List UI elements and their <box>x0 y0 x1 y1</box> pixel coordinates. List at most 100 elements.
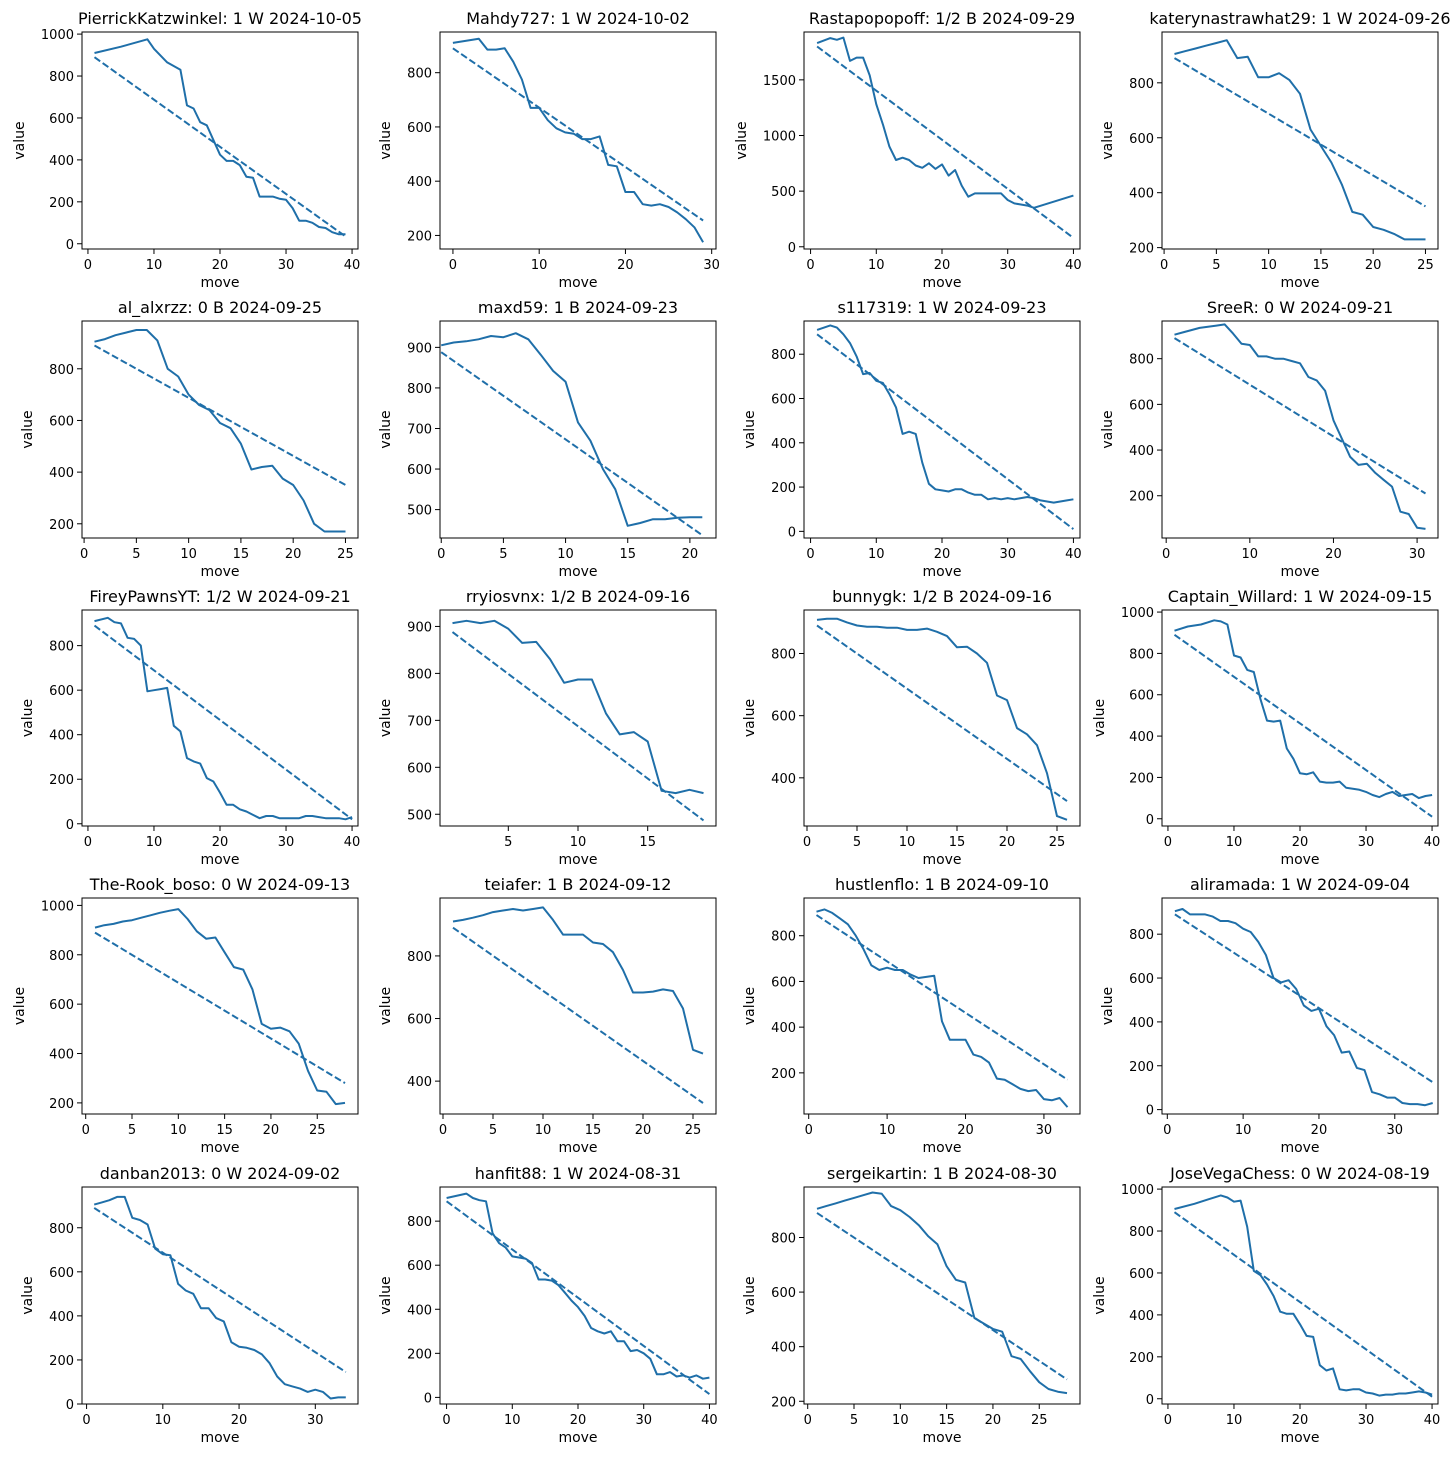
y-tick-label: 600 <box>771 710 796 725</box>
y-tick-label: 800 <box>49 363 74 378</box>
x-tick-label: 20 <box>1292 1413 1309 1428</box>
x-tick-label: 15 <box>619 547 636 562</box>
chart-title: s117319: 1 W 2024-09-23 <box>837 298 1046 317</box>
y-tick-label: 800 <box>49 70 74 85</box>
x-tick-label: 0 <box>804 1413 812 1428</box>
y-axis-label: value <box>12 987 28 1025</box>
y-tick-label: 600 <box>407 463 432 478</box>
x-tick-label: 15 <box>1313 258 1330 273</box>
chart-title: Captain_Willard: 1 W 2024-09-15 <box>1168 587 1433 607</box>
value-line <box>446 1192 710 1380</box>
x-axis-label: move <box>922 275 961 291</box>
x-tick-label: 0 <box>84 258 92 273</box>
x-tick-label: 30 <box>278 835 295 850</box>
chart-title: Mahdy727: 1 W 2024-10-02 <box>466 9 690 28</box>
value-line <box>452 619 704 795</box>
value-line <box>816 324 1074 504</box>
chart-title: danban2013: 0 W 2024-09-02 <box>100 1164 341 1183</box>
y-axis-label: value <box>1092 699 1108 737</box>
y-tick-label: 400 <box>1129 1309 1154 1324</box>
y-tick-label: 1000 <box>41 28 74 43</box>
x-tick-label: 10 <box>1226 835 1243 850</box>
x-tick-label: 20 <box>1311 1123 1328 1138</box>
x-tick-label: 20 <box>682 547 699 562</box>
x-tick-label: 20 <box>934 258 951 273</box>
y-tick-label: 600 <box>407 121 432 136</box>
trend-line <box>452 47 704 222</box>
x-tick-label: 20 <box>212 258 229 273</box>
y-tick-label: 200 <box>49 1097 74 1112</box>
y-tick-label: 200 <box>771 1395 796 1410</box>
y-tick-label: 800 <box>407 1215 432 1230</box>
x-axis-label: move <box>922 1140 961 1156</box>
y-tick-label: 0 <box>1146 1104 1154 1119</box>
y-tick-label: 800 <box>1129 77 1154 92</box>
plot-frame <box>1161 897 1439 1115</box>
x-tick-label: 25 <box>685 1123 702 1138</box>
plot-frame <box>439 320 717 539</box>
y-tick-label: 400 <box>1129 1016 1154 1031</box>
y-tick-label: 1000 <box>1121 1183 1154 1198</box>
x-tick-label: 15 <box>949 835 966 850</box>
chart-title: sergeikartin: 1 B 2024-08-30 <box>827 1164 1057 1183</box>
subplot-9: FireyPawnsYT: 1/2 W 2024-09-210 10 20 30 400… <box>20 587 360 868</box>
y-tick-label: 400 <box>407 1303 432 1318</box>
x-tick-label: 20 <box>934 547 951 562</box>
trend-line <box>1173 337 1427 495</box>
y-tick-label: 0 <box>424 1391 432 1406</box>
y-tick-label: 800 <box>1129 647 1154 662</box>
plot-frame <box>81 897 359 1115</box>
y-tick-label: 200 <box>49 518 74 533</box>
x-tick-label: 10 <box>146 258 163 273</box>
x-axis-label: move <box>1280 1430 1319 1446</box>
plot-frame <box>439 897 717 1115</box>
y-tick-label: 200 <box>49 196 74 211</box>
x-tick-label: 10 <box>570 835 587 850</box>
chart-title: Rastapopopoff: 1/2 B 2024-09-29 <box>809 9 1075 28</box>
x-tick-label: 20 <box>1365 258 1382 273</box>
subplot-13: The-Rook_boso: 0 W 2024-09-13 0 5 10 15 20 25 2… <box>12 875 359 1156</box>
y-tick-label: 600 <box>1129 132 1154 147</box>
x-tick-label: 0 <box>1162 547 1170 562</box>
y-tick-label: 500 <box>771 185 796 200</box>
y-tick-label: 800 <box>407 950 432 965</box>
subplot-3: Rastapopopoff: 1/2 B 2024-09-29 0 10 20 30 40… <box>734 9 1082 291</box>
value-line <box>1174 619 1433 800</box>
subplot-4: katerynastrawhat29: 1 W 2024-09-26 0 5 10 15… <box>1100 9 1451 291</box>
y-axis-label: value <box>378 987 394 1025</box>
x-axis-label: move <box>922 564 961 580</box>
x-tick-label: 30 <box>1036 1123 1053 1138</box>
trend-line <box>446 1200 710 1395</box>
y-tick-label: 500 <box>407 504 432 519</box>
x-axis-label: move <box>922 1430 961 1446</box>
y-axis-label: value <box>734 121 750 159</box>
y-tick-label: 800 <box>407 667 432 682</box>
y-tick-label: 400 <box>49 1048 74 1063</box>
y-tick-label: 900 <box>407 341 432 356</box>
x-tick-label: 20 <box>999 835 1016 850</box>
y-tick-label: 800 <box>771 648 796 663</box>
trend-line <box>451 631 705 822</box>
y-tick-label: 0 <box>1146 1393 1154 1408</box>
y-tick-label: 800 <box>1129 928 1154 943</box>
y-tick-label: 900 <box>407 620 432 635</box>
y-tick-label: 600 <box>1129 398 1154 413</box>
x-tick-label: 25 <box>1417 258 1434 273</box>
chart-title: hustlenflo: 1 B 2024-09-10 <box>835 875 1049 894</box>
x-tick-label: 0 <box>806 258 814 273</box>
x-tick-label: 5 <box>504 835 512 850</box>
x-tick-label: 10 <box>879 1123 896 1138</box>
y-tick-label: 600 <box>49 112 74 127</box>
x-tick-label: 40 <box>1065 547 1082 562</box>
trend-line <box>94 344 346 486</box>
x-tick-label: 0 <box>1160 258 1168 273</box>
y-tick-label: 0 <box>788 241 796 256</box>
y-tick-label: 400 <box>1129 730 1154 745</box>
y-axis-label: value <box>378 1276 394 1314</box>
y-tick-label: 800 <box>407 67 432 82</box>
x-axis-label: move <box>922 852 961 868</box>
value-line <box>440 332 703 527</box>
y-tick-label: 800 <box>1129 353 1154 368</box>
plot-frame <box>803 609 1081 827</box>
